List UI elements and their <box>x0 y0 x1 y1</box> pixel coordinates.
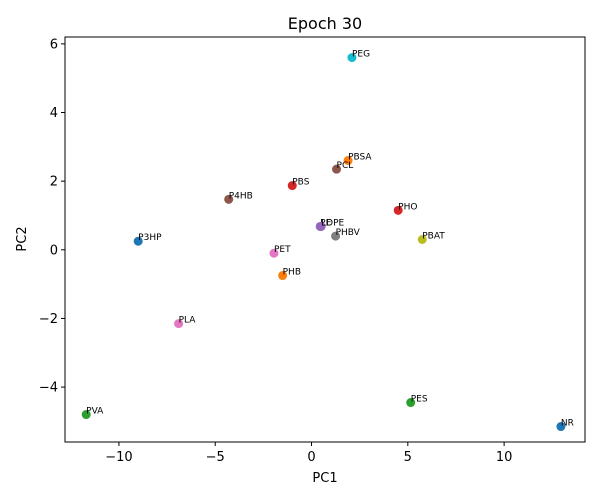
point-label: LDPE <box>321 218 344 228</box>
point-label: PHO <box>398 202 417 212</box>
point-label: PES <box>411 395 428 405</box>
data-point <box>343 156 353 166</box>
data-point <box>174 319 184 329</box>
y-tick-label: −4 <box>39 381 58 396</box>
point-label: PE <box>320 218 331 228</box>
data-point <box>278 271 288 281</box>
x-tick-label: −5 <box>206 450 225 465</box>
y-tick-label: −2 <box>39 312 58 327</box>
x-tick-label: 0 <box>307 450 315 465</box>
data-point <box>406 398 416 408</box>
x-tick-label: −10 <box>105 450 132 465</box>
data-point <box>556 422 566 432</box>
data-point <box>347 53 357 63</box>
x-tick-label: 5 <box>404 450 412 465</box>
data-point <box>316 221 326 231</box>
data-point <box>133 236 143 246</box>
point-label: PEG <box>352 50 370 60</box>
point-label: P3HP <box>138 233 162 243</box>
y-tick-label: 4 <box>50 106 58 121</box>
point-label: PLA <box>179 316 197 326</box>
point-label: PBSA <box>348 153 372 163</box>
point-label: P4HB <box>229 191 253 201</box>
data-point <box>393 205 403 215</box>
data-point <box>331 231 341 241</box>
data-point <box>81 410 91 420</box>
point-label: PET <box>274 245 291 255</box>
axes-frame <box>64 36 586 443</box>
y-axis-label: PC2 <box>15 226 30 251</box>
data-point <box>417 235 427 244</box>
point-label: PCL <box>337 161 354 171</box>
data-point <box>332 164 342 174</box>
point-label: PVA <box>86 407 104 417</box>
point-label: PBS <box>292 178 309 188</box>
data-point <box>287 181 297 191</box>
x-axis-label: PC1 <box>312 471 337 486</box>
y-tick-label: 2 <box>50 175 58 190</box>
point-label: PBAT <box>422 232 445 242</box>
point-label: PHB <box>283 268 301 278</box>
y-tick-label: 0 <box>50 243 58 258</box>
y-tick-label: 6 <box>50 37 58 52</box>
data-point <box>269 248 279 258</box>
x-tick-label: 10 <box>496 450 513 465</box>
data-point <box>224 194 234 204</box>
point-label: NR <box>561 419 574 429</box>
chart-title: Epoch 30 <box>288 14 362 33</box>
point-label: PHBV <box>336 228 361 238</box>
